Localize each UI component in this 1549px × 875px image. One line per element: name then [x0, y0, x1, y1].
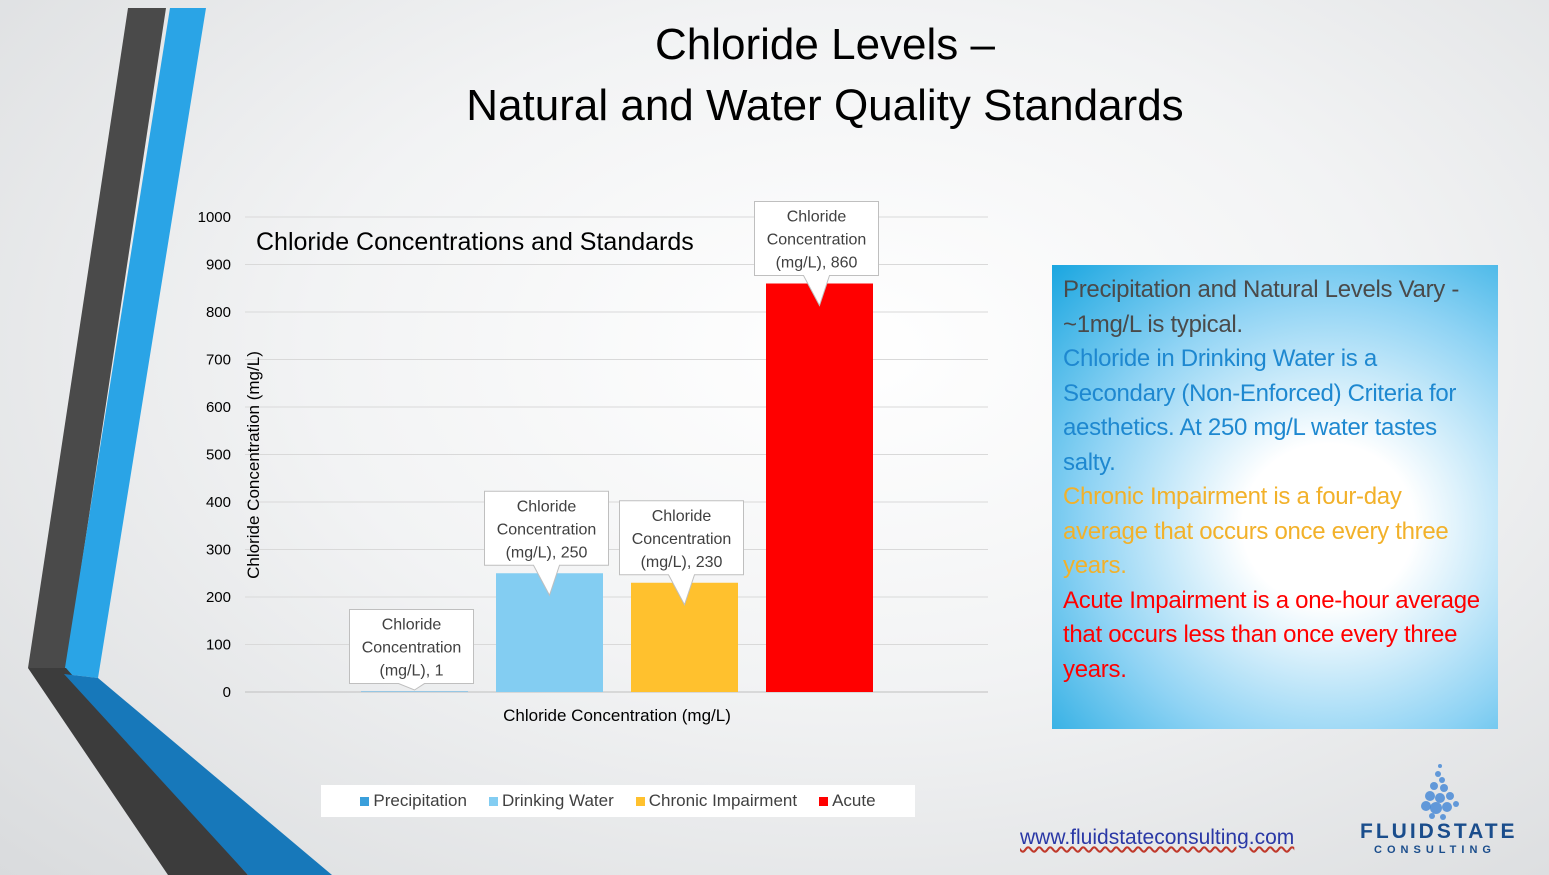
legend-swatch [360, 796, 370, 806]
data-label-text: (mg/L), 1 [379, 663, 443, 680]
logo-dot [1440, 784, 1448, 792]
chart-legend: Precipitation Drinking Water Chronic Impai… [321, 785, 915, 817]
data-label: Chloride Concentration (mg/L), 250 [484, 490, 609, 597]
decor-stripe-dark-lower [28, 668, 248, 875]
legend-label: Precipitation [373, 791, 467, 810]
data-label-text: Concentration [632, 531, 732, 548]
data-label-box [349, 609, 474, 691]
logo-dot [1435, 771, 1441, 777]
data-label-text: Concentration [362, 640, 462, 657]
droplet-icon [1421, 764, 1459, 820]
logo-dot [1430, 802, 1442, 814]
data-label-text: (mg/L), 860 [776, 255, 858, 272]
y-tick-label: 300 [206, 542, 231, 559]
data-label: Chloride Concentration (mg/L), 230 [619, 500, 744, 607]
data-label: Chloride Concentration (mg/L), 1 [349, 609, 474, 691]
info-paragraph: Acute Impairment is a one-hour average t… [1063, 586, 1480, 683]
data-label-box [619, 500, 744, 607]
logo-dot [1438, 764, 1442, 768]
data-label-text: Chloride [517, 498, 577, 515]
company-logo: FLUIDSTATE CONSULTING [1360, 760, 1518, 860]
y-tick-label: 100 [206, 637, 231, 654]
logo-dot [1429, 813, 1435, 819]
info-paragraph: Chloride in Drinking Water is a Secondar… [1063, 345, 1457, 476]
legend-swatch [819, 796, 829, 806]
y-tick-label: 800 [206, 304, 231, 321]
y-tick-label: 500 [206, 447, 231, 464]
legend-label: Drinking Water [501, 791, 614, 810]
data-label-text: Chloride [787, 209, 847, 226]
info-box: Precipitation and Natural Levels Vary - … [1052, 265, 1498, 729]
data-label-text: (mg/L), 250 [506, 544, 588, 561]
logo-dot [1442, 802, 1452, 812]
y-tick-label: 600 [206, 399, 231, 416]
logo-dot [1440, 814, 1446, 820]
slide-title-line1: Chloride Levels – [655, 20, 995, 69]
data-label: Chloride Concentration (mg/L), 860 [754, 201, 879, 307]
y-tick-label: 0 [223, 684, 231, 701]
x-axis-label: Chloride Concentration (mg/L) [503, 706, 731, 725]
legend-item: Acute [819, 791, 876, 811]
decor-stripe-blue-lower [64, 674, 332, 875]
legend-item: Drinking Water [488, 791, 614, 811]
y-tick-label: 700 [206, 352, 231, 369]
data-label-text: Concentration [497, 521, 597, 538]
data-label-text: Chloride [382, 617, 442, 634]
legend-label: Chronic Impairment [648, 791, 798, 810]
y-axis-label: Chloride Concentration (mg/L) [244, 351, 263, 579]
data-labels: Chloride Concentration (mg/L), 1 Chloride Co… [349, 201, 879, 691]
y-tick-label: 400 [206, 494, 231, 511]
data-label-box [754, 201, 879, 307]
legend-item: Precipitation [360, 791, 467, 811]
logo-dot [1446, 792, 1454, 800]
slide-title-line2: Natural and Water Quality Standards [466, 81, 1184, 130]
decor-stripe-blue [64, 8, 206, 678]
legend-item: Chronic Impairment [635, 791, 798, 811]
legend-swatch [488, 796, 498, 806]
y-tick-label: 1000 [198, 209, 231, 226]
chart-bars [361, 283, 873, 692]
y-tick-label: 900 [206, 257, 231, 274]
logo-name: FLUIDSTATE [1360, 820, 1518, 843]
decor-stripe-dark [28, 8, 166, 668]
legend-swatch [635, 796, 645, 806]
logo-dot [1430, 782, 1438, 790]
y-tick-label: 200 [206, 589, 231, 606]
chart-title: Chloride Concentrations and Standards [256, 228, 694, 256]
logo-dot [1421, 801, 1431, 811]
logo-dot [1425, 791, 1435, 801]
logo-dot [1453, 801, 1459, 807]
info-paragraph: Precipitation and Natural Levels Vary - … [1063, 276, 1460, 338]
data-label-box [484, 490, 609, 597]
data-label-text: (mg/L), 230 [641, 554, 723, 571]
y-axis-ticks: 0 100 200 300 400 500 600 700 800 900 1000 [198, 209, 231, 701]
info-paragraph: Chronic Impairment is a four-day average… [1063, 483, 1449, 579]
logo-dot [1439, 777, 1445, 783]
bar-acute [766, 283, 873, 692]
logo-subtitle: CONSULTING [1374, 844, 1496, 856]
slide-title: Chloride Levels – Natural and Water Qual… [300, 14, 1350, 136]
logo-dot [1435, 793, 1445, 803]
website-link[interactable]: www.fluidstateconsulting.com [1020, 826, 1295, 849]
data-label-text: Chloride [652, 508, 712, 525]
legend-label: Acute [832, 791, 876, 810]
data-label-text: Concentration [767, 232, 867, 249]
